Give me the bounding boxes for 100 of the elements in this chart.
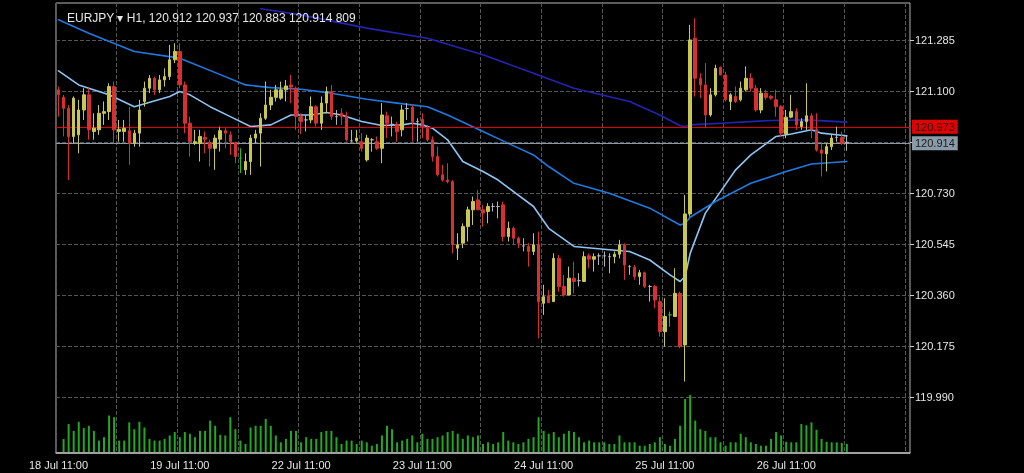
bar bbox=[325, 430, 328, 452]
bar bbox=[295, 430, 298, 452]
bar bbox=[502, 432, 505, 452]
bar bbox=[785, 441, 788, 452]
candlestick bbox=[62, 94, 65, 137]
candlestick bbox=[340, 107, 343, 126]
bar bbox=[658, 437, 661, 452]
bar bbox=[123, 440, 126, 452]
candlestick bbox=[704, 62, 707, 129]
bar bbox=[456, 433, 459, 452]
bar bbox=[249, 427, 252, 452]
candlestick bbox=[805, 82, 808, 131]
candlestick bbox=[613, 250, 616, 264]
bar bbox=[148, 438, 151, 452]
candlestick bbox=[203, 130, 207, 154]
candlestick bbox=[795, 107, 798, 131]
bar bbox=[815, 429, 818, 452]
bar bbox=[168, 435, 171, 452]
candlestick bbox=[507, 221, 510, 243]
candlestick bbox=[512, 226, 515, 246]
bar bbox=[487, 442, 490, 452]
candlestick bbox=[739, 81, 742, 102]
bar bbox=[279, 442, 282, 452]
candlestick bbox=[133, 129, 136, 148]
bar bbox=[380, 435, 383, 452]
bar bbox=[482, 444, 484, 452]
candlestick bbox=[325, 86, 328, 114]
bar bbox=[320, 432, 323, 452]
bar bbox=[391, 429, 394, 452]
candlestick bbox=[148, 74, 151, 94]
bar bbox=[684, 398, 687, 452]
candlestick bbox=[411, 104, 414, 143]
candlestick bbox=[532, 232, 535, 256]
bar bbox=[780, 435, 783, 452]
bar bbox=[350, 440, 353, 452]
candlestick bbox=[441, 164, 444, 183]
candlestick bbox=[638, 269, 641, 286]
bar bbox=[724, 445, 727, 452]
bar bbox=[451, 430, 454, 452]
candlestick bbox=[224, 127, 227, 149]
bar bbox=[770, 438, 773, 452]
candlestick bbox=[744, 65, 748, 93]
bar bbox=[512, 442, 515, 452]
bar bbox=[835, 442, 838, 452]
bar bbox=[199, 430, 202, 452]
bar bbox=[426, 438, 429, 452]
bar bbox=[345, 440, 348, 452]
bar bbox=[224, 435, 227, 452]
bar bbox=[330, 430, 333, 452]
candlestick bbox=[623, 242, 626, 281]
bar bbox=[396, 442, 399, 452]
bar bbox=[542, 430, 545, 452]
candlestick bbox=[436, 146, 439, 177]
candlestick bbox=[426, 124, 429, 143]
bar bbox=[305, 437, 308, 452]
candlestick bbox=[663, 297, 667, 348]
bar bbox=[734, 442, 737, 452]
bar bbox=[416, 442, 419, 452]
bar bbox=[663, 444, 666, 452]
candlestick bbox=[385, 111, 389, 139]
candlestick bbox=[699, 72, 702, 99]
bar bbox=[254, 425, 257, 452]
bar bbox=[82, 428, 85, 452]
candlestick bbox=[158, 74, 161, 94]
candlestick bbox=[643, 271, 646, 289]
bar bbox=[461, 438, 464, 452]
x-tick-label: 22 Jul 11:00 bbox=[271, 458, 331, 471]
bar bbox=[466, 435, 469, 452]
candlestick bbox=[355, 129, 358, 144]
candlestick bbox=[567, 266, 571, 296]
bar bbox=[562, 433, 565, 452]
candlestick bbox=[153, 76, 156, 96]
bar bbox=[754, 444, 757, 452]
bar bbox=[694, 420, 697, 452]
bar bbox=[300, 442, 303, 452]
bar bbox=[517, 444, 520, 452]
bar bbox=[764, 445, 767, 452]
line-series bbox=[57, 70, 848, 283]
bar bbox=[820, 438, 823, 452]
candlestick bbox=[527, 242, 530, 268]
candlestick bbox=[234, 141, 237, 164]
candlestick bbox=[693, 17, 697, 97]
candlestick bbox=[431, 135, 434, 163]
candlestick bbox=[309, 95, 313, 124]
candlestick bbox=[582, 250, 586, 282]
candlestick bbox=[552, 252, 555, 303]
bar bbox=[153, 440, 156, 452]
candlestick bbox=[537, 231, 540, 339]
bar bbox=[557, 437, 560, 452]
bar bbox=[492, 444, 495, 452]
candlestick bbox=[143, 81, 146, 108]
candlestick bbox=[815, 112, 818, 153]
bar bbox=[87, 425, 90, 452]
candlestick bbox=[259, 112, 262, 168]
bar bbox=[183, 432, 186, 452]
candlestick bbox=[345, 111, 348, 143]
candlestick bbox=[572, 261, 576, 294]
bar bbox=[289, 430, 292, 452]
candlestick bbox=[451, 179, 454, 254]
bar bbox=[411, 435, 414, 452]
